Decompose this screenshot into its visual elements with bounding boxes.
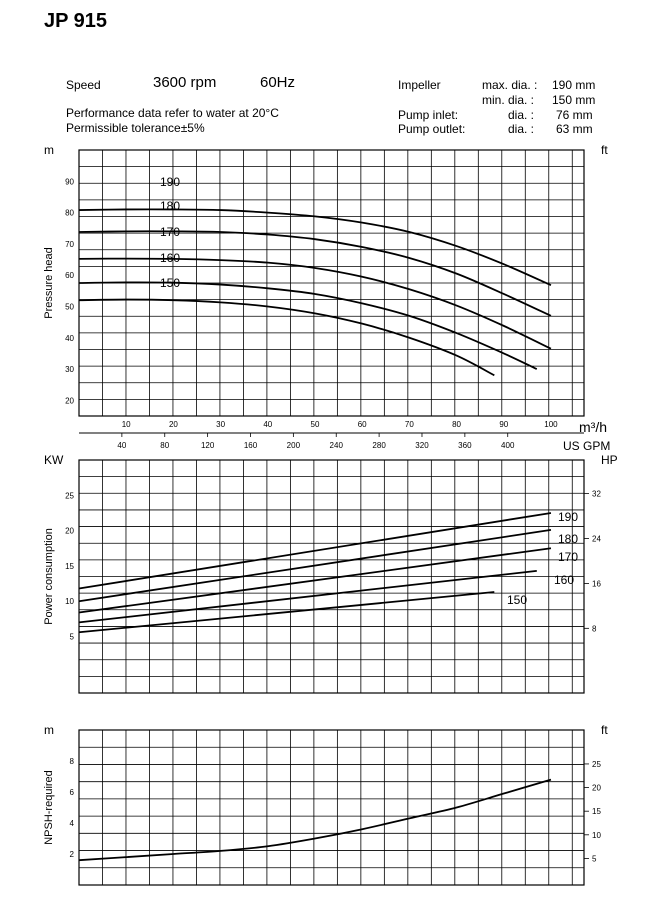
x2-tick-label: 280	[372, 441, 386, 450]
x2-tick-label: 160	[244, 441, 258, 450]
x-tick-label: 40	[263, 420, 272, 429]
curve-label-180: 180	[558, 532, 578, 546]
y-tick-label: 80	[65, 209, 74, 218]
pump-outlet-value: 63 mm	[556, 122, 593, 136]
speed-value: 3600 rpm	[153, 74, 217, 91]
curve-label-160: 160	[160, 251, 180, 265]
y2-tick-label: 5	[592, 854, 597, 863]
impeller-max-label: max. dia. :	[482, 78, 538, 92]
x2-tick-label: 400	[501, 441, 515, 450]
page-title: JP 915	[44, 10, 108, 32]
x2-tick-label: 120	[201, 441, 215, 450]
frequency-value: 60Hz	[260, 74, 296, 91]
tolerance-note: Permissible tolerance±5%	[66, 121, 205, 135]
y-unit-label: KW	[44, 453, 64, 467]
curve-label-190: 190	[160, 175, 180, 189]
curve-label-160: 160	[554, 573, 574, 587]
x-tick-label: 30	[216, 420, 225, 429]
x-unit-label: m³/h	[579, 419, 607, 435]
plot-frame	[78, 459, 585, 694]
curve-label-170: 170	[558, 550, 578, 564]
impeller-min-label: min. dia. :	[482, 93, 535, 107]
x-tick-label: 100	[544, 420, 558, 429]
impeller-label: Impeller	[398, 78, 441, 92]
y2-tick-label: 32	[592, 490, 601, 499]
x2-unit-label: US GPM	[563, 439, 610, 453]
curve-150	[78, 591, 495, 634]
pump-inlet-dia-label: dia. :	[508, 108, 535, 122]
x-tick-label: 50	[311, 420, 320, 429]
y2-tick-label: 10	[592, 831, 601, 840]
y2-tick-label: 20	[592, 784, 601, 793]
plot-frame	[78, 729, 585, 886]
y-tick-label: 40	[65, 334, 74, 343]
curve-label-150: 150	[160, 276, 180, 290]
impeller-max-value: 190 mm	[552, 78, 596, 92]
curve-label-150: 150	[507, 593, 527, 607]
water-temperature-note: Performance data refer to water at 20°C	[66, 106, 279, 120]
curve-150	[78, 298, 495, 377]
y-tick-label: 25	[65, 491, 74, 500]
x2-tick-label: 40	[117, 441, 126, 450]
curve-190	[78, 512, 552, 590]
curve-180	[78, 529, 552, 603]
curve-170	[78, 547, 552, 614]
x-tick-label: 80	[452, 420, 461, 429]
x2-tick-label: 360	[458, 441, 472, 450]
curve-160	[78, 569, 537, 624]
y2-tick-label: 25	[592, 760, 601, 769]
y-tick-label: 70	[65, 240, 74, 249]
x2-tick-label: 240	[330, 441, 344, 450]
pump-outlet-label: Pump outlet:	[398, 122, 466, 136]
pump-outlet-dia-label: dia. :	[508, 122, 535, 136]
y-tick-label: 20	[65, 527, 74, 536]
impeller-min-value: 150 mm	[552, 93, 596, 107]
y-axis-title: NPSH-required	[43, 770, 55, 845]
y-tick-label: 10	[65, 597, 74, 606]
x-tick-label: 10	[122, 420, 131, 429]
y-tick-label: 2	[70, 850, 75, 859]
y2-unit-label: ft	[601, 723, 608, 737]
y-tick-label: 30	[65, 365, 74, 374]
curve-190	[78, 208, 552, 287]
y-unit-label: m	[44, 143, 54, 157]
y2-tick-label: 15	[592, 807, 601, 816]
y2-tick-label: 16	[592, 579, 601, 588]
x-tick-label: 20	[169, 420, 178, 429]
y-axis-title: Pressure head	[43, 247, 55, 319]
pump-inlet-value: 76 mm	[556, 108, 593, 122]
x-tick-label: 90	[499, 420, 508, 429]
x2-tick-label: 80	[160, 441, 169, 450]
pump-inlet-label: Pump inlet:	[398, 108, 459, 122]
y-tick-label: 6	[70, 788, 75, 797]
y2-unit-label: HP	[601, 453, 618, 467]
y2-tick-label: 24	[592, 535, 601, 544]
y-tick-label: 5	[70, 633, 75, 642]
curve-170	[78, 257, 552, 350]
y-tick-label: 8	[70, 757, 75, 766]
curve-label-190: 190	[558, 510, 578, 524]
x2-tick-label: 200	[287, 441, 301, 450]
npsh-curve	[78, 778, 552, 862]
x2-tick-label: 320	[415, 441, 429, 450]
y-tick-label: 15	[65, 562, 74, 571]
x-tick-label: 70	[405, 420, 414, 429]
y-tick-label: 20	[65, 396, 74, 405]
curve-180	[78, 230, 552, 317]
y2-unit-label: ft	[601, 143, 608, 157]
x-tick-label: 60	[358, 420, 367, 429]
y-unit-label: m	[44, 723, 54, 737]
curve-160	[78, 281, 538, 370]
y-tick-label: 90	[65, 177, 74, 186]
y-tick-label: 4	[70, 819, 75, 828]
y2-tick-label: 8	[592, 624, 597, 633]
curve-label-180: 180	[160, 199, 180, 213]
y-tick-label: 60	[65, 271, 74, 280]
curve-label-170: 170	[160, 225, 180, 239]
speed-label: Speed	[66, 78, 101, 92]
y-tick-label: 50	[65, 302, 74, 311]
y-axis-title: Power consumption	[43, 528, 55, 625]
